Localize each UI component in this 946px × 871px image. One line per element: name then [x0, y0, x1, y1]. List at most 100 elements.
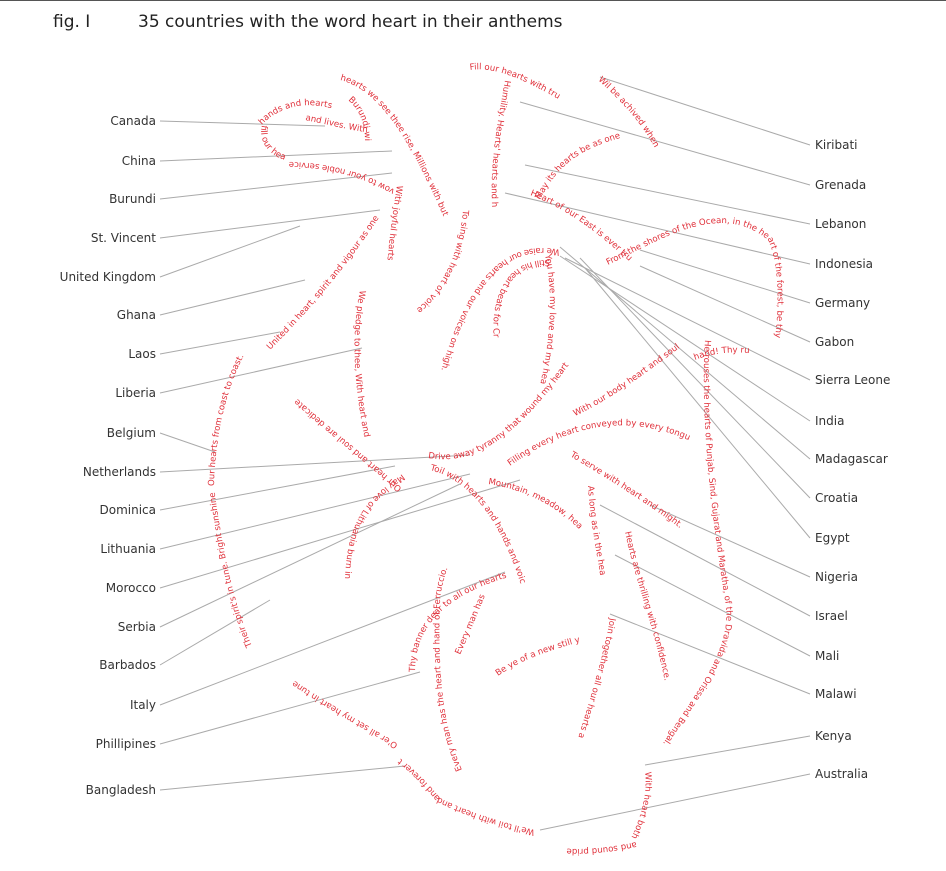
leader-line-lithuania: [159, 473, 471, 550]
country-label-serbia: Serbia: [118, 620, 156, 634]
left-country-labels: Canada China Burundi St. Vincent United King…: [60, 114, 157, 797]
leader-line-italy: [159, 571, 506, 706]
country-label-gabon: Gabon: [815, 335, 854, 349]
country-label-netherlands: Netherlands: [83, 465, 156, 479]
leader-line-germany: [639, 249, 811, 304]
leader-line-dominica: [159, 465, 396, 511]
lyric-line: vow to your noble service: [289, 159, 397, 196]
country-label-sierra-leone: Sierra Leone: [815, 373, 890, 387]
country-label-kenya: Kenya: [815, 729, 852, 743]
lyric-text: United in heart, spirit and vigour as on…: [265, 214, 381, 352]
lyric-line: With joyful hearts: [384, 185, 403, 262]
country-label-india: India: [815, 414, 844, 428]
left-leader-lines: [159, 120, 521, 791]
lyric-text: With joyful hearts: [384, 185, 403, 262]
country-label-barbados: Barbados: [99, 658, 156, 672]
leader-line-sierra-leone: [564, 257, 811, 381]
leader-line-grenada: [519, 101, 811, 186]
country-label-st-vincent: St. Vincent: [91, 231, 156, 245]
leader-line-malawi: [609, 613, 811, 695]
lyric-text: Hearts are thrilling with confidence.: [622, 530, 672, 681]
lyric-line: With our body heart and soul: [572, 342, 682, 419]
lyric-text: O'er all set my heart in tune: [291, 678, 400, 750]
figure-header: fig. I 35 countries with the word heart i…: [53, 12, 563, 32]
country-label-egypt: Egypt: [815, 531, 850, 545]
lyric-line: He rouses the hearts of Punjab, Sind, Gu…: [660, 340, 733, 748]
lyric-line: Humility. Hearts' hearts and hands bear: [0, 0, 512, 207]
lyric-line: Hearts are thrilling with confidence.: [622, 530, 672, 681]
leader-line-gabon: [639, 265, 811, 343]
lyric-line: Their spirit's in tune. Bright sunshine: [208, 492, 256, 650]
leader-line-lebanon: [524, 164, 811, 225]
leader-line-china: [159, 150, 393, 162]
country-label-burundi: Burundi: [109, 192, 156, 206]
figure-title: 35 countries with the word heart in thei…: [138, 12, 563, 32]
lyric-line: From the shores of the Ocean, in the hea…: [0, 0, 785, 339]
country-label-dominica: Dominica: [100, 503, 157, 517]
country-label-madagascar: Madagascar: [815, 452, 888, 466]
leader-line-liberia: [159, 347, 363, 394]
lyric-text: We pledge to thee, With heart and hand.: [0, 0, 372, 441]
lyric-line: Wil be achived when all: [0, 0, 662, 152]
country-label-united-kingdom: United Kingdom: [60, 270, 156, 284]
country-label-italy: Italy: [130, 698, 156, 712]
lyric-line: Heart of our East is ever true: [0, 0, 634, 263]
lyric-line: We'll toil with heart and hand: [0, 0, 536, 837]
country-label-israel: Israel: [815, 609, 848, 623]
lyric-line: Join together all our hearts as one.: [0, 0, 617, 739]
country-label-lithuania: Lithuania: [100, 542, 156, 556]
leader-line-mali: [614, 554, 811, 657]
lyric-line: fill our hearts our: [0, 0, 287, 163]
lyric-text: Every man has: [454, 593, 488, 657]
country-label-bangladesh: Bangladesh: [86, 783, 156, 797]
leader-line-india: [559, 255, 811, 422]
leader-line-kiribati: [599, 76, 811, 146]
leader-line-st-vincent: [159, 209, 381, 239]
lyric-text: He rouses the hearts of Punjab, Sind, Gu…: [660, 340, 733, 748]
country-label-kiribati: Kiribati: [815, 138, 857, 152]
leader-line-serbia: [159, 483, 461, 628]
lyric-text: From the shores of the Ocean, in the hea…: [0, 0, 785, 339]
leader-line-croatia: [579, 257, 811, 499]
lyric-line: Toil with hearts and hands and voices.: [0, 0, 527, 585]
lyric-line: You have my love and my heart.: [0, 0, 557, 385]
lyric-line: May love of Lithuania burn in our hearts…: [0, 0, 406, 579]
right-leader-lines: [504, 76, 811, 831]
lyric-text: With our body heart and soul: [572, 342, 682, 419]
right-country-labels: Kiribati Grenada Lebanon Indonesia Germany Ga…: [815, 138, 890, 781]
country-label-phillipines: Phillipines: [96, 737, 156, 751]
lyric-text: hand! Thy ru: [693, 345, 750, 362]
figure-label: fig. I: [53, 12, 91, 32]
lyric-line: We pledge to thee, With heart and hand.: [0, 0, 372, 441]
leader-line-belgium: [159, 432, 216, 453]
leader-line-burundi: [159, 172, 393, 200]
top-border: [0, 0, 946, 1]
leader-line-australia: [539, 773, 811, 831]
leader-line-canada: [159, 120, 326, 127]
leader-line-barbados: [159, 599, 271, 666]
country-label-nigeria: Nigeria: [815, 570, 858, 584]
country-label-liberia: Liberia: [115, 386, 156, 400]
lyric-line: hand! Thy ru: [693, 345, 750, 362]
country-label-laos: Laos: [128, 347, 156, 361]
lyric-line: Fill our hearts with true humility.: [0, 0, 562, 102]
lyric-text: and sound pride: [566, 839, 637, 856]
country-label-croatia: Croatia: [815, 491, 858, 505]
country-label-morocco: Morocco: [106, 581, 156, 595]
country-label-canada: Canada: [110, 114, 156, 128]
leader-line-israel: [599, 504, 811, 617]
country-label-china: China: [122, 154, 156, 168]
lyric-line: and sound pride: [566, 839, 637, 856]
lyric-text: Our hearts from coast to coast.: [207, 353, 246, 487]
country-label-germany: Germany: [815, 296, 870, 310]
leader-line-indonesia: [504, 192, 811, 265]
country-label-indonesia: Indonesia: [815, 257, 873, 271]
lyric-text: Heart of our East is ever true: [0, 0, 634, 263]
lyric-line: Our hearts from coast to coast.: [207, 353, 246, 487]
lyric-text: Wil be achived when all: [0, 0, 662, 152]
leader-line-laos: [159, 331, 281, 355]
leader-line-kenya: [644, 735, 811, 766]
leader-line-morocco: [159, 479, 521, 589]
lyric-line: Every man has: [454, 593, 488, 657]
leader-line-nigeria: [649, 504, 811, 578]
